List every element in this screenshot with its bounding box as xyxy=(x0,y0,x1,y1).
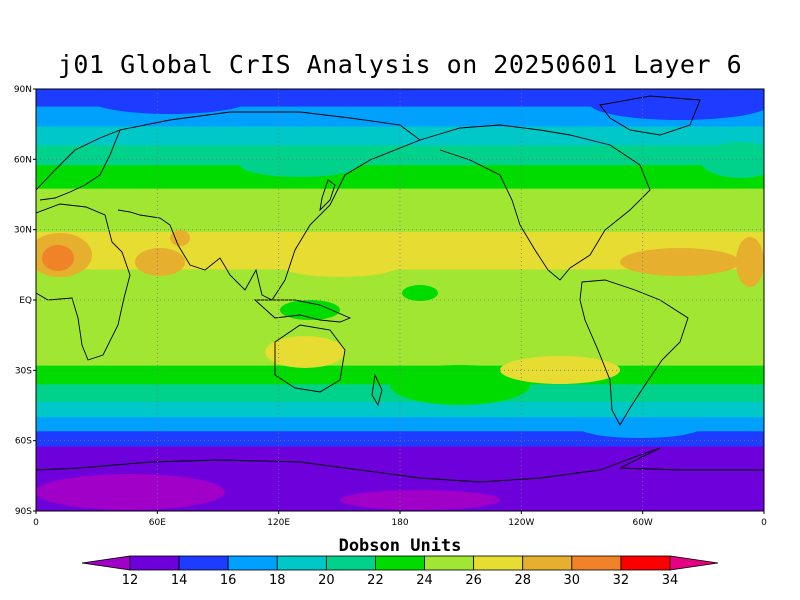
blob-iran-orange xyxy=(170,230,190,246)
lon-tick-label: 0 xyxy=(33,518,39,528)
blob-australia-yellow xyxy=(265,336,345,368)
graticule xyxy=(36,89,764,511)
lat-tick-label: 30N xyxy=(14,226,32,236)
blob-antarctic-magenta-2 xyxy=(340,490,500,510)
lat-tick-label: 60S xyxy=(15,437,32,447)
zonal-band xyxy=(36,329,764,349)
colorbar-tick-label: 18 xyxy=(269,573,286,588)
colorbar-tick-label: 28 xyxy=(514,573,531,588)
colorbar: 12 14 16 18 20 22 24 26 28 30 32 34 xyxy=(81,555,719,588)
blob-antarctic-magenta xyxy=(36,474,225,510)
map-title: j01 Global CrIS Analysis on 20250601 Lay… xyxy=(57,50,743,79)
blob-pacific-yellow xyxy=(390,232,530,264)
blob-southern-ocean-cyan xyxy=(580,418,700,438)
colorbar-swatch xyxy=(325,555,376,571)
lon-tick-label: 0 xyxy=(761,518,767,528)
blob-pacific-yellow-2 xyxy=(280,253,400,277)
colorbar-swatch xyxy=(473,555,524,571)
ozone-zonal-bands xyxy=(36,89,764,511)
colorbar-swatch xyxy=(522,555,573,571)
colorbar-tick-label: 30 xyxy=(564,573,581,588)
ozone-map-plot xyxy=(36,89,764,511)
lon-tick-label: 60W xyxy=(632,518,652,528)
coastline-japan xyxy=(319,179,336,212)
colorbar-swatch xyxy=(424,555,475,571)
colorbar-low-arrow xyxy=(81,555,131,571)
coastline-new-zealand xyxy=(371,373,383,407)
colorbar-swatch xyxy=(375,555,425,571)
zonal-band xyxy=(36,212,764,233)
blob-arctic-purple xyxy=(590,89,764,120)
colorbar-tick-label: 26 xyxy=(465,573,482,588)
blob-n-atlantic-orange xyxy=(620,248,740,276)
lat-tick-label: 30S xyxy=(15,366,32,376)
lat-tick-label: 90N xyxy=(14,85,32,95)
coastline-greenland xyxy=(599,95,701,136)
blob-w-africa-orange xyxy=(736,237,764,287)
zonal-band xyxy=(36,249,764,271)
zonal-band xyxy=(36,106,764,128)
colorbar-tick-label: 20 xyxy=(318,573,335,588)
zonal-band xyxy=(36,431,764,448)
colorbar-tick-label: 16 xyxy=(220,573,237,588)
zonal-band xyxy=(36,309,764,330)
lon-tick-label: 180 xyxy=(391,518,408,528)
colorbar-swatch xyxy=(620,555,671,571)
blob-arctic-blue xyxy=(330,89,510,101)
lon-tick-label: 120E xyxy=(267,518,290,528)
coastline-australia xyxy=(274,324,346,393)
coastline-antarctica xyxy=(36,447,764,483)
coastline-north-america xyxy=(419,124,651,281)
colorbar-swatch xyxy=(129,555,180,571)
blob-maritime-green xyxy=(280,300,340,320)
colorbar-swatch xyxy=(178,555,229,571)
colorbar-tick-label: 34 xyxy=(662,573,679,588)
colorbar-tick-label: 32 xyxy=(613,573,630,588)
lat-tick-label: EQ xyxy=(19,296,32,306)
blob-siberia-green xyxy=(240,153,360,177)
lat-tick-label: 60N xyxy=(14,155,32,165)
zonal-band xyxy=(36,126,764,146)
colorbar-tick-label: 22 xyxy=(367,573,384,588)
colorbar-swatch xyxy=(276,555,327,571)
zonal-band xyxy=(36,188,764,213)
colorbar-tick-label: 14 xyxy=(171,573,188,588)
colorbar-swatch xyxy=(227,555,278,571)
blob-s-pacific-green xyxy=(390,365,530,405)
lon-tick-label: 60E xyxy=(149,518,166,528)
blob-sahara-red xyxy=(42,245,74,271)
coastline-south-america xyxy=(579,279,689,426)
blob-pacific-green xyxy=(402,285,438,301)
zonal-band xyxy=(36,145,764,166)
blob-n-atlantic-green xyxy=(700,142,764,178)
colorbar-swatch xyxy=(571,555,622,571)
blob-arctic-purple xyxy=(90,89,250,114)
blob-arabia-orange xyxy=(135,248,185,276)
colorbar-tick-label: 12 xyxy=(122,573,139,588)
colorbar-high-arrow xyxy=(669,555,719,571)
lon-tick-label: 120W xyxy=(508,518,534,528)
coastline-europe xyxy=(36,129,121,201)
colorbar-tick-label: 24 xyxy=(416,573,433,588)
colorbar-title: Dobson Units xyxy=(338,536,462,556)
coastline-africa xyxy=(36,203,131,361)
coastline-indonesia xyxy=(253,299,352,323)
lat-tick-label: 90S xyxy=(15,507,32,517)
